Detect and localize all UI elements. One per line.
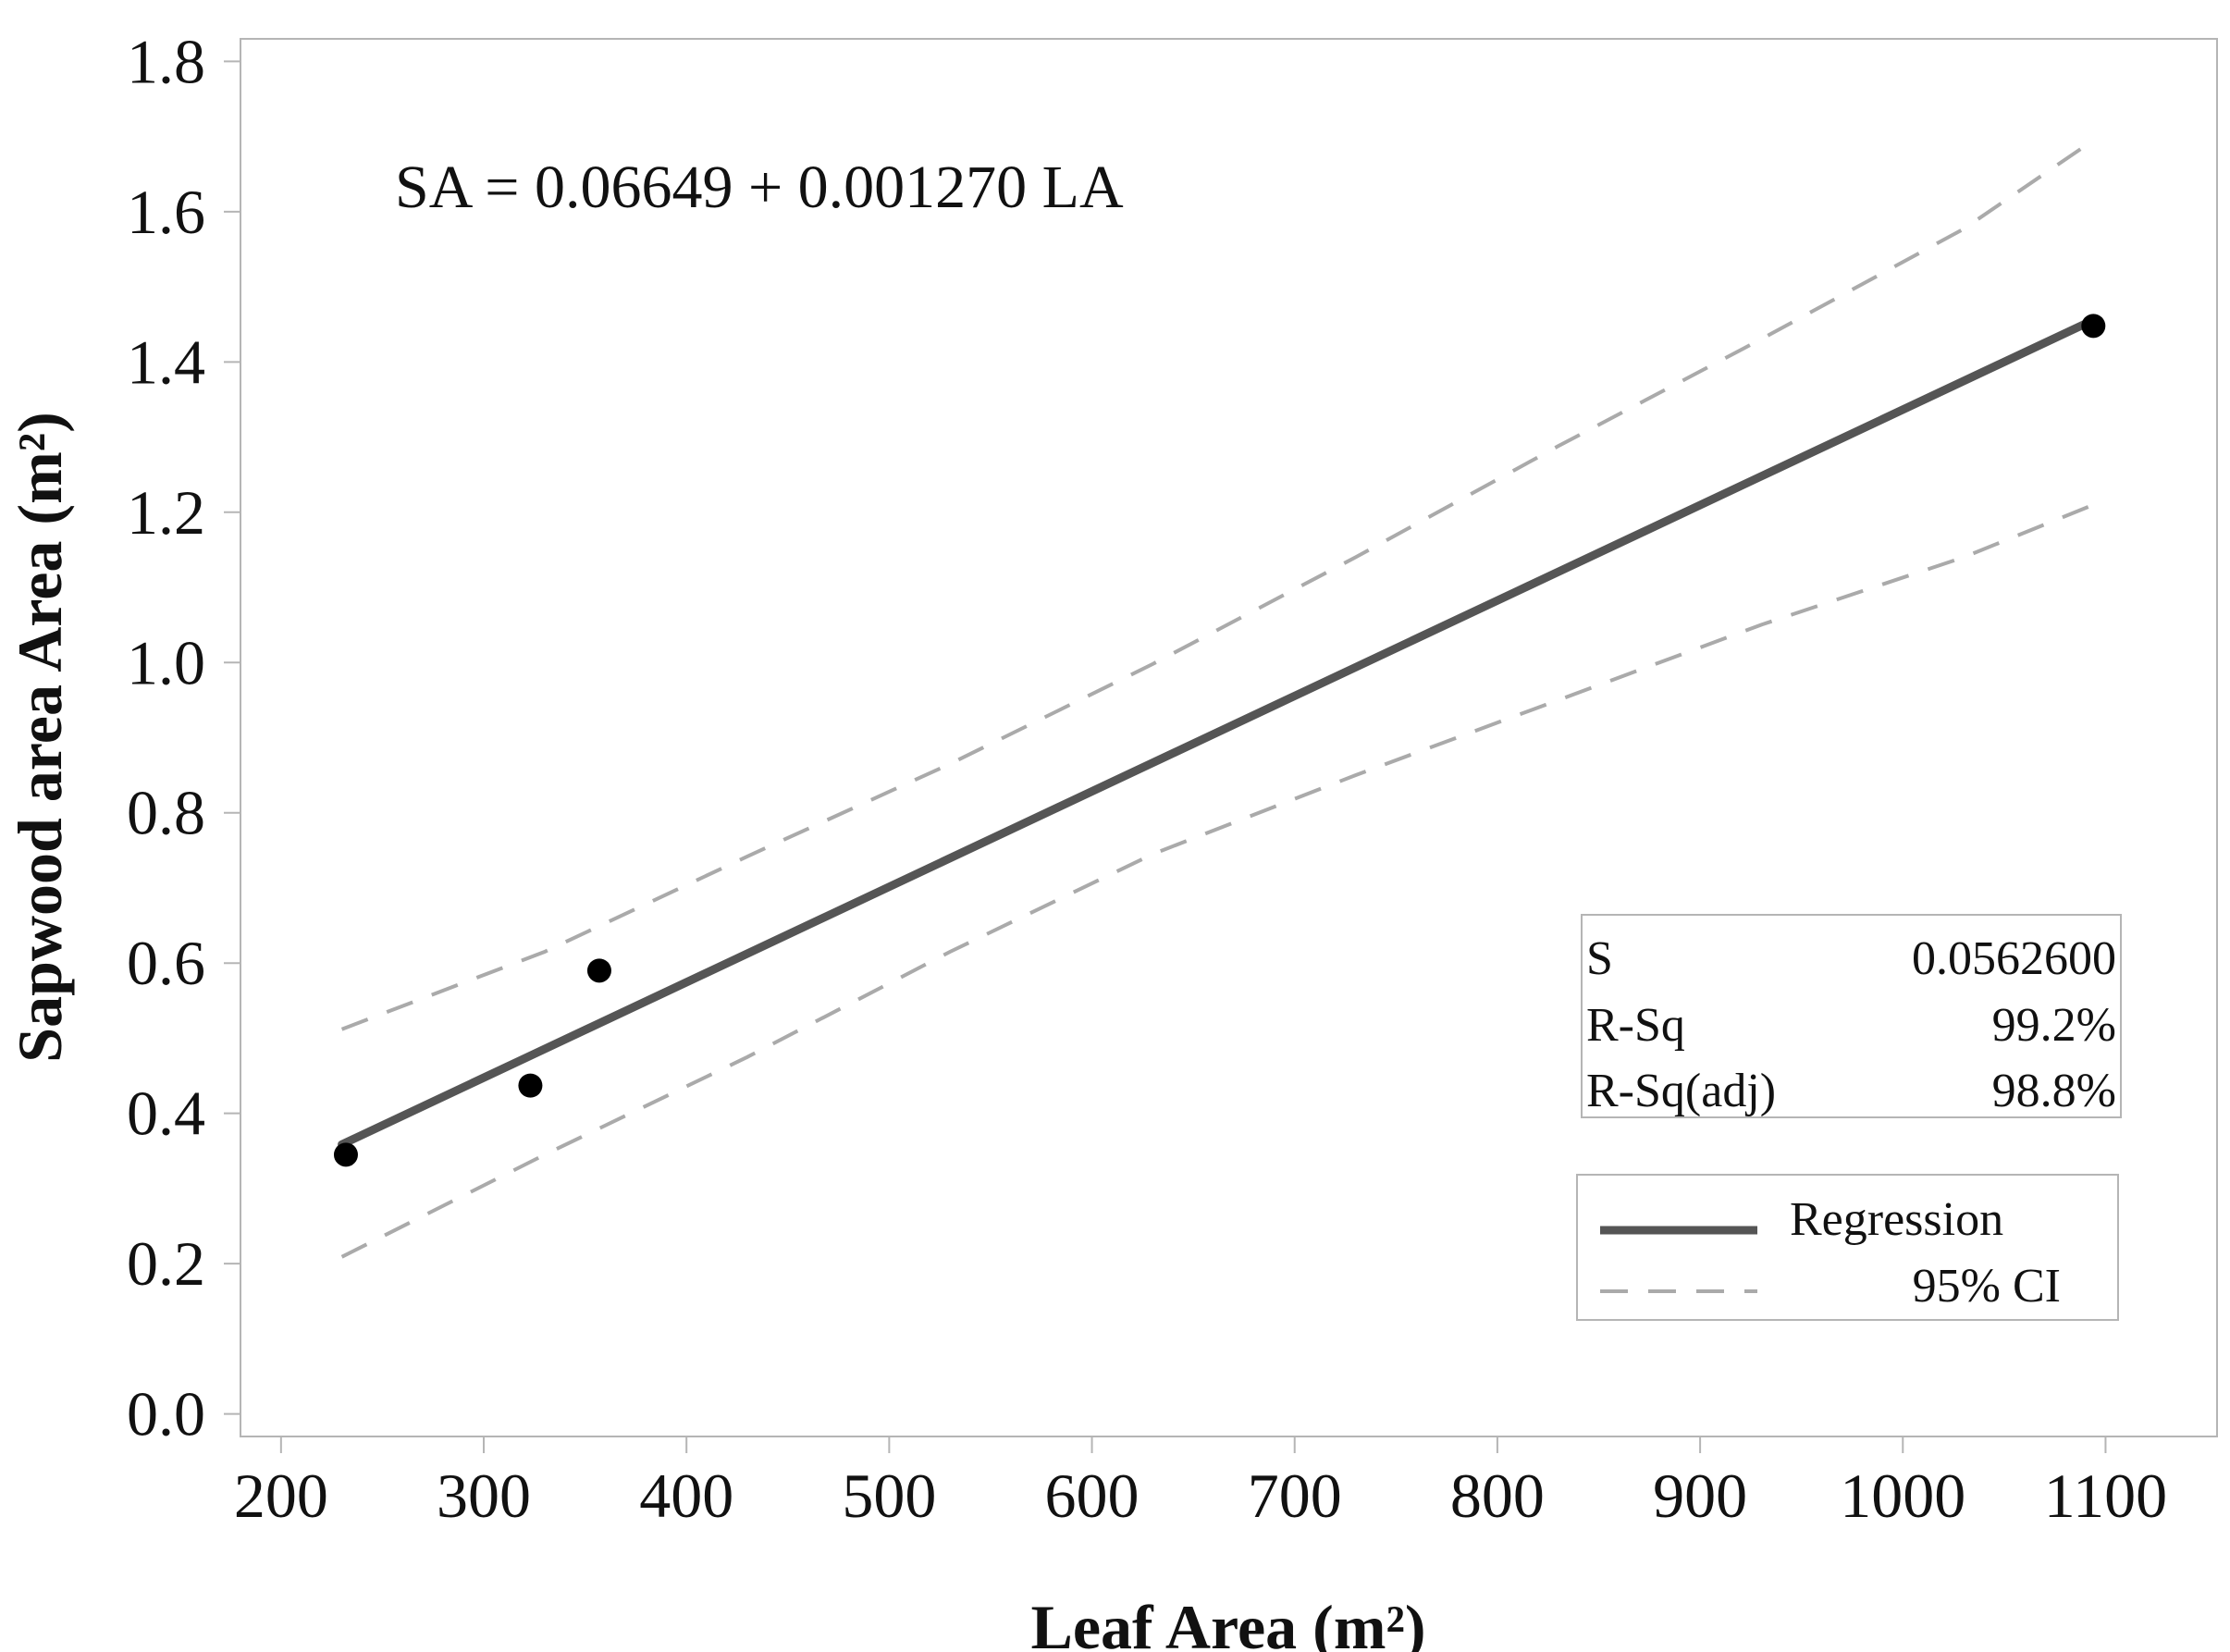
ci-upper-line	[340, 139, 2095, 1031]
y-tick-label-0.0: 0.0	[127, 1379, 205, 1449]
x-axis-title: Leaf Area (m²)	[1031, 1592, 1426, 1652]
y-axis-title: Sapwood area Area (m²)	[5, 412, 75, 1063]
y-tick-label-0.8: 0.8	[127, 778, 205, 848]
x-tick-label-700: 700	[1248, 1461, 1342, 1531]
y-tick-label-1.2: 1.2	[127, 477, 205, 548]
data-points	[333, 314, 2106, 1167]
y-tick-label-0.4: 0.4	[127, 1079, 205, 1149]
data-point	[586, 958, 611, 983]
data-point	[333, 1142, 358, 1167]
regression-equation: SA = 0.06649 + 0.001270 LA	[395, 154, 1124, 221]
stats-box-frame	[1581, 914, 2122, 1118]
y-tick-label-1.0: 1.0	[127, 627, 205, 697]
data-point	[2081, 314, 2106, 339]
x-tick-label-1000: 1000	[1840, 1461, 1965, 1531]
stats-box: S 0.0562600 R-Sq 99.2% R-Sq(adj) 98.8%	[1581, 914, 2122, 1118]
stat-label-rsq: R-Sq	[1586, 999, 1685, 1052]
y-tick-label-0.2: 0.2	[127, 1228, 205, 1299]
plot-series	[338, 139, 2098, 1259]
y-axis: 0.0 0.2 0.4 0.6 0.8 1.0 1.2 1.4 1.6 1.8	[127, 26, 240, 1449]
stat-label-s: S	[1586, 932, 1613, 985]
x-tick-label-1100: 1100	[2044, 1461, 2167, 1531]
stat-value-s: 0.0562600	[1912, 932, 2116, 985]
y-tick-label-1.4: 1.4	[127, 327, 205, 397]
ci-lower-line	[340, 502, 2095, 1259]
x-tick-label-300: 300	[437, 1461, 531, 1531]
x-tick-label-600: 600	[1045, 1461, 1140, 1531]
x-tick-label-500: 500	[842, 1461, 936, 1531]
x-tick-label-200: 200	[234, 1461, 328, 1531]
stat-label-rsq-adj: R-Sq(adj)	[1586, 1065, 1776, 1117]
y-tick-label-1.8: 1.8	[127, 26, 205, 96]
legend-frame	[1576, 1174, 2119, 1321]
y-tick-label-1.6: 1.6	[127, 177, 205, 247]
legend-ci-label: 95% CI	[1913, 1260, 2061, 1313]
legend: Regression 95% CI	[1576, 1174, 2119, 1321]
x-axis: 200 300 400 500 600 700 800 900 1000 1100	[234, 1436, 2167, 1531]
data-point	[518, 1073, 543, 1098]
x-tick-label-400: 400	[639, 1461, 733, 1531]
plot-frame	[240, 38, 2218, 1437]
y-tick-label-0.6: 0.6	[127, 928, 205, 998]
stat-value-rsq: 99.2%	[1992, 999, 2116, 1052]
x-tick-label-900: 900	[1653, 1461, 1747, 1531]
regression-line	[338, 315, 2098, 1149]
legend-regression-label: Regression	[1790, 1193, 2003, 1246]
x-tick-label-800: 800	[1450, 1461, 1545, 1531]
stat-value-rsq-adj: 98.8%	[1992, 1065, 2116, 1117]
